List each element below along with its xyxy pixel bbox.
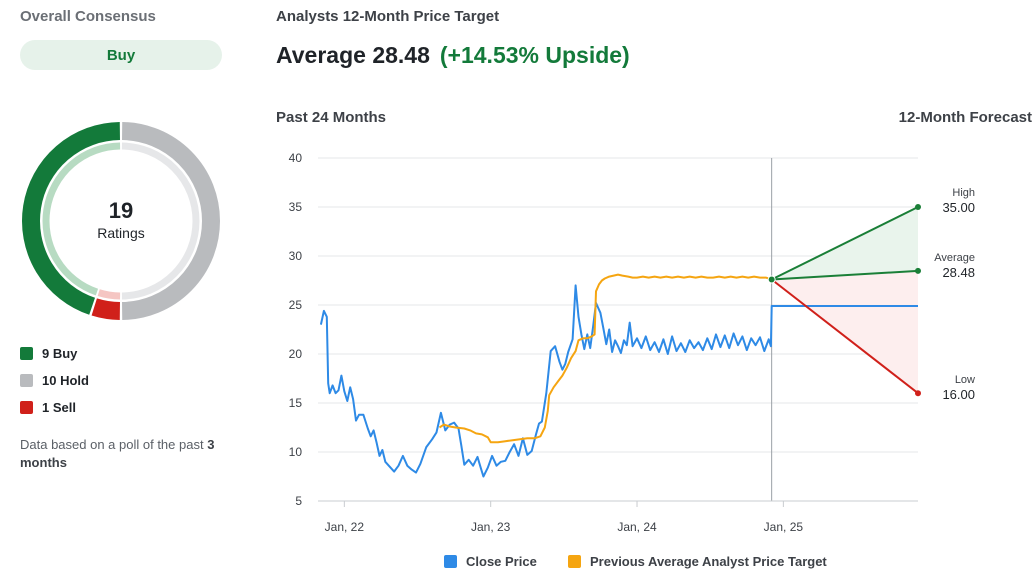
y-tick-label: 35	[289, 200, 303, 214]
y-tick-label: 15	[289, 396, 303, 410]
legend-close-price[interactable]: Close Price	[444, 554, 537, 569]
legend-hold-label: 10 Hold	[42, 372, 89, 388]
close-price-line	[319, 284, 918, 478]
y-tick-label: 30	[289, 249, 303, 263]
y-tick-label: 25	[289, 298, 303, 312]
legend-close-label: Close Price	[466, 554, 537, 569]
total-ratings-label: Ratings	[97, 225, 145, 241]
previous-target-line	[438, 273, 773, 444]
past-period-label: Past 24 Months	[276, 109, 387, 126]
legend-buy: 9 Buy	[20, 344, 77, 362]
legend-sell: 1 Sell	[20, 398, 76, 416]
forecast-average-value: 28.48	[942, 265, 975, 280]
previous-target-swatch	[568, 555, 581, 568]
legend-hold: 10 Hold	[20, 371, 89, 389]
close-price-swatch	[444, 555, 457, 568]
forecast-high-ray	[771, 206, 919, 281]
forecast-period-label: 12-Month Forecast	[898, 109, 1032, 126]
chart-legend: Close Price Previous Average Analyst Pri…	[0, 554, 1035, 574]
forecast-low-ray	[771, 278, 919, 394]
legend-sell-label: 1 Sell	[42, 399, 76, 415]
x-tick-label: Jan, 23	[471, 520, 511, 534]
poll-note-text: Data based on a poll of the past	[20, 437, 208, 452]
consensus-panel: Overall Consensus Buy 19 Ratings 9 Buy 1…	[0, 0, 250, 587]
forecast-average-point	[915, 267, 921, 274]
y-tick-label: 20	[289, 347, 303, 361]
legend-target-label: Previous Average Analyst Price Target	[590, 554, 827, 569]
forecast-high-label: High	[952, 187, 975, 199]
hold-swatch	[20, 373, 33, 387]
forecast-lower-band	[771, 270, 918, 394]
consensus-title: Overall Consensus	[20, 8, 156, 25]
legend-buy-label: 9 Buy	[42, 345, 78, 361]
donut-center: 19 Ratings	[20, 198, 222, 242]
sell-swatch	[20, 400, 33, 414]
upside-percentage: (+14.53% Upside)	[439, 42, 630, 68]
forecast-low-value: 16.00	[942, 387, 975, 402]
donut-inner-ring-sell	[97, 289, 121, 300]
forecast-high-point	[915, 204, 921, 210]
forecast-high-value: 35.00	[942, 200, 975, 215]
donut-segment-buy	[22, 122, 121, 315]
average-target-value: Average 28.48	[276, 42, 430, 68]
forecast-start-point	[767, 275, 776, 284]
donut-segment-sell	[91, 298, 121, 320]
forecast-average-ray	[771, 269, 919, 281]
poll-note-period: 3 months	[20, 437, 215, 470]
ratings-donut-chart	[22, 122, 220, 320]
x-tick-label: Jan, 25	[764, 520, 804, 534]
average-target-headline: Average 28.48 (+14.53% Upside)	[276, 42, 630, 69]
y-tick-label: 10	[289, 445, 303, 459]
total-ratings-count: 19	[108, 198, 134, 223]
donut-inner-ring-buy	[42, 142, 121, 296]
poll-note: Data based on a poll of the past 3 month…	[20, 436, 230, 472]
buy-swatch	[20, 346, 33, 360]
legend-previous-target[interactable]: Previous Average Analyst Price Target	[568, 554, 827, 569]
price-target-title: Analysts 12-Month Price Target	[276, 8, 500, 25]
y-tick-label: 40	[289, 151, 303, 165]
forecast-average-label: Average	[934, 252, 975, 264]
forecast-low-point	[915, 390, 921, 397]
price-target-chart: 5 10 15 20 25 30 35 40 Jan, 22 Jan, 23 Jan, 24 Jan…	[289, 151, 975, 534]
x-tick-label: Jan, 24	[617, 520, 657, 534]
x-tick-label: Jan, 22	[325, 520, 365, 534]
donut-segment-hold	[121, 122, 220, 320]
donut-inner-ring-hold	[121, 142, 200, 300]
forecast-low-label: Low	[955, 374, 975, 386]
consensus-rating-badge: Buy	[20, 40, 222, 70]
y-tick-label: 5	[295, 494, 302, 508]
